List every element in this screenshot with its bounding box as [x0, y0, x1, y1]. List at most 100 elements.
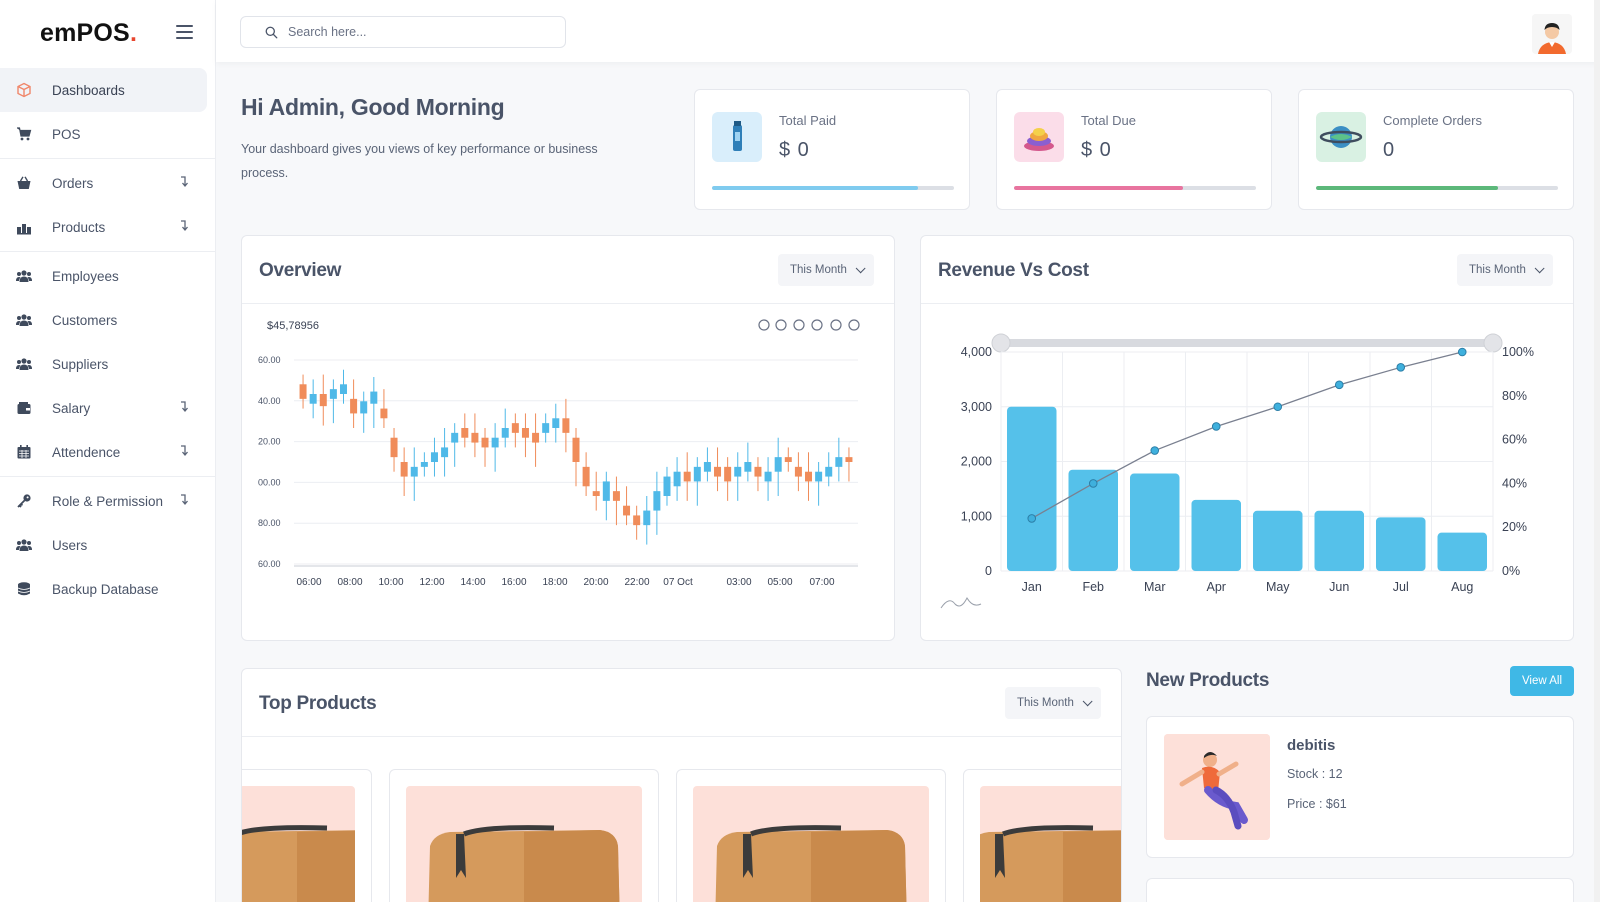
sidebar-item-label: Backup Database [52, 581, 159, 597]
pan-hand-icon[interactable] [811, 319, 823, 331]
candle-body [420, 462, 428, 467]
range-slider-handle[interactable] [991, 333, 1011, 353]
sidebar-item-role-permission[interactable]: Role & Permission [0, 479, 207, 523]
new-products-title: New Products [1146, 670, 1270, 691]
x-tick-label: 07 Oct [663, 577, 693, 588]
secondary-y-tick-label: 20% [1502, 520, 1527, 534]
sidebar-item-suppliers[interactable]: Suppliers [0, 342, 207, 386]
view-all-button[interactable]: View All [1510, 666, 1574, 696]
product-box-icon [693, 786, 929, 902]
product-name[interactable]: debitis [1287, 737, 1336, 754]
product-card[interactable] [676, 769, 946, 902]
home-icon[interactable] [830, 319, 842, 331]
stat-label: Total Paid [779, 113, 837, 128]
x-tick-label: 16:00 [501, 577, 526, 588]
candle-body [845, 457, 853, 462]
sidebar-item-pos[interactable]: POS [0, 112, 207, 156]
candle-body [319, 394, 327, 407]
candle-body [673, 471, 681, 487]
candle-body [309, 394, 317, 404]
new-product-card[interactable]: debitis Stock : 12 Price : $61 [1146, 716, 1574, 858]
search-input[interactable] [288, 25, 538, 39]
menu-icon[interactable] [848, 319, 860, 331]
sidebar-item-salary[interactable]: Salary [0, 386, 207, 430]
y-tick-label: 20.00 [258, 437, 281, 447]
sidebar-item-customers[interactable]: Customers [0, 298, 207, 342]
progress-track [1316, 186, 1558, 190]
logo-dot: . [129, 18, 138, 47]
cube-icon [16, 82, 32, 98]
zoom-in-icon[interactable] [758, 319, 770, 331]
chevron-down-icon [1082, 695, 1093, 706]
candle-body [441, 447, 449, 458]
candle-body [572, 437, 580, 462]
range-slider-handle[interactable] [1483, 333, 1503, 353]
x-tick-label: 06:00 [296, 577, 321, 588]
stat-card-complete-orders[interactable]: Complete Orders 0 [1298, 89, 1574, 210]
sidebar-item-orders[interactable]: Orders [0, 161, 207, 205]
revenue-month-filter[interactable]: This Month [1457, 254, 1553, 286]
candle-body [400, 462, 408, 477]
top-products-month-filter[interactable]: This Month [1005, 687, 1101, 719]
candle-body [744, 462, 752, 472]
search-zoom-icon[interactable] [793, 319, 805, 331]
product-card[interactable] [389, 769, 659, 902]
stat-value: 0 [1383, 139, 1396, 161]
page-subtitle: Your dashboard gives you views of key pe… [241, 142, 598, 180]
sidebar-item-employees[interactable]: Employees [0, 254, 207, 298]
zoom-out-icon[interactable] [775, 319, 787, 331]
sidebar-item-dashboards[interactable]: Dashboards [0, 68, 207, 112]
nav-group: Orders Products [0, 159, 215, 252]
user-avatar[interactable] [1532, 14, 1572, 54]
sidebar-item-attendence[interactable]: Attendence [0, 430, 207, 474]
sidebar-item-backup-database[interactable]: Backup Database [0, 567, 207, 611]
sidebar-item-label: Customers [52, 312, 118, 328]
candle-body [693, 466, 701, 482]
submenu-arrow-icon [178, 492, 190, 508]
candle-body [350, 398, 358, 414]
users-icon [16, 268, 32, 284]
sidebar-item-users[interactable]: Users [0, 523, 207, 567]
progress-fill [1014, 186, 1184, 190]
logo-row: emPOS. [0, 0, 215, 66]
x-tick-label: Mar [1144, 580, 1166, 594]
candle-body [815, 471, 823, 482]
candle-body [825, 466, 833, 477]
menu-toggle-icon[interactable] [176, 25, 193, 39]
database-icon [16, 581, 32, 597]
greeting: Hi Admin, Good Morning Your dashboard gi… [241, 94, 621, 185]
app-logo[interactable]: emPOS. [40, 19, 137, 48]
candle-body [714, 466, 722, 477]
page-scrollbar[interactable] [1594, 0, 1600, 902]
stat-card-total-paid[interactable]: Total Paid $ 0 [694, 89, 970, 210]
x-tick-label: 22:00 [624, 577, 649, 588]
topbar [216, 0, 1600, 62]
candle-body [410, 466, 418, 477]
candle-body [360, 401, 368, 414]
bottle-icon [712, 112, 762, 162]
product-card[interactable] [242, 769, 372, 902]
y-tick-label: 00.00 [258, 477, 281, 487]
x-tick-label: 14:00 [460, 577, 485, 588]
filter-label: This Month [1017, 697, 1074, 709]
progress-fill [712, 186, 918, 190]
candle-body [461, 428, 469, 438]
new-product-card[interactable] [1146, 878, 1574, 902]
overview-month-filter[interactable]: This Month [778, 254, 874, 286]
candle-body [602, 481, 610, 501]
page-title: Hi Admin, Good Morning [241, 94, 505, 120]
sidebar-item-label: Products [52, 219, 106, 235]
overview-title: Overview [259, 260, 342, 281]
nav-group: Employees Customers Suppliers Salary Attende… [0, 252, 215, 477]
product-price: Price : $61 [1287, 797, 1347, 811]
candle-body [754, 466, 762, 477]
sidebar-item-products[interactable]: Products [0, 205, 207, 249]
bar [1437, 532, 1487, 571]
x-tick-label: 03:00 [726, 577, 751, 588]
product-card[interactable] [963, 769, 1121, 902]
stat-card-total-due[interactable]: Total Due $ 0 [996, 89, 1272, 210]
candle-body [592, 491, 600, 496]
candle-body [329, 389, 337, 399]
logo-text: emPOS [40, 18, 130, 47]
